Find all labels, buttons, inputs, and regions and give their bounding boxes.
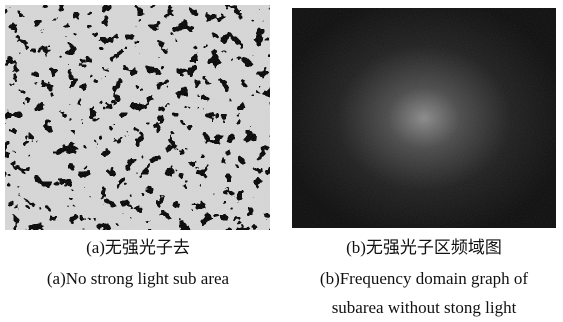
figure-images [0,0,563,235]
caption-en: subarea without stong light [288,298,560,318]
figure: (a)无强光子去 (a)No strong light sub area (b)… [0,0,563,322]
caption-zh: (b)无强光子区频域图 [288,238,560,258]
caption-zh: (a)无强光子去 [0,238,276,258]
caption-en: (b)Frequency domain graph of [288,269,560,289]
caption-en: (a)No strong light sub area [0,269,276,289]
speckle-image [5,5,270,230]
frequency-image [292,8,556,228]
